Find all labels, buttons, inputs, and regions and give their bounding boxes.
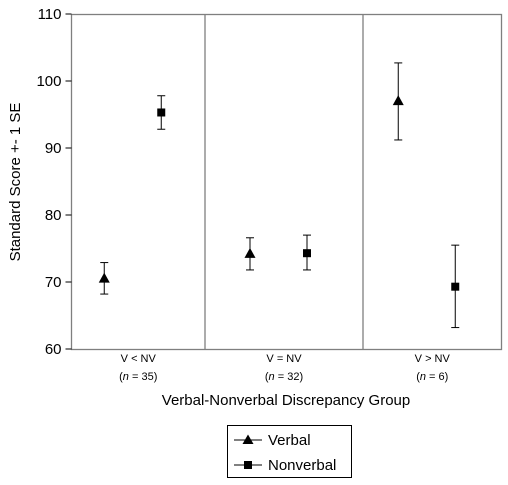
group-label: V > NV [415,353,451,365]
y-axis-label: Standard Score +- 1 SE [7,103,24,262]
data-point-nonverbal [451,282,460,291]
x-axis-label: Verbal-Nonverbal Discrepancy Group [162,392,410,409]
y-tick-label: 70 [45,274,62,291]
legend-label-verbal: Verbal [268,432,311,449]
x-axis: V < NV (n = 35) V = NV (n = 32) V > NV (n = 6… [119,353,450,383]
data-point-verbal [98,272,110,283]
data-point-nonverbal [303,249,311,258]
data-point-nonverbal [157,108,166,117]
y-tick-label: 90 [45,140,62,157]
group-n-label: (n = 6) [416,371,448,383]
y-axis: 60 70 80 90 100 110 [36,6,72,358]
group-n-label: (n = 35) [119,371,157,383]
y-tick-label: 110 [38,6,62,23]
group-label: V = NV [266,353,302,365]
group-n-label: (n = 32) [265,371,303,383]
data-point-verbal [244,247,256,258]
legend-label-nonverbal: Nonverbal [268,457,336,474]
legend: Verbal Nonverbal [227,425,352,478]
legend-marker-square [244,461,252,469]
plot-area [70,13,503,351]
legend-marker-triangle [242,434,254,444]
y-tick-label: 100 [36,73,61,90]
data-marks [98,62,460,329]
group-label: V < NV [121,353,157,365]
data-point-verbal [392,95,404,106]
y-tick-label: 60 [45,341,62,358]
y-tick-label: 80 [45,207,62,224]
